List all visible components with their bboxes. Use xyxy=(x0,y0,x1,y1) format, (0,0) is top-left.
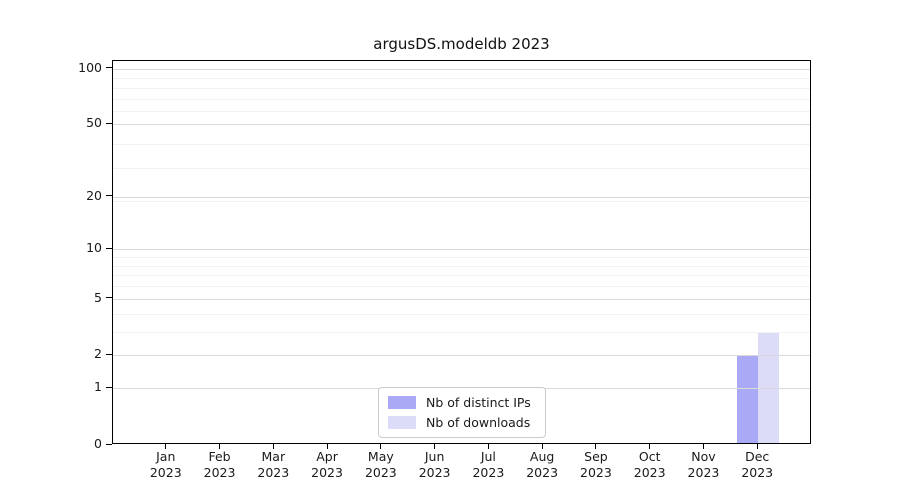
y-tick-label: 20 xyxy=(86,187,102,203)
x-tick-mark xyxy=(595,444,597,449)
x-tick-mark xyxy=(487,444,489,449)
minor-gridline xyxy=(113,167,810,169)
x-tick-label-aug: Aug 2023 xyxy=(510,449,574,481)
month-label: Jul xyxy=(480,449,496,464)
month-label: Apr xyxy=(316,449,338,464)
x-tick-label-dec: Dec 2023 xyxy=(725,449,789,481)
y-tick-label: 100 xyxy=(78,59,102,75)
y-tick-mark xyxy=(106,386,112,388)
year-label: 2023 xyxy=(687,465,720,480)
x-tick-mark xyxy=(649,444,651,449)
minor-gridline xyxy=(113,286,810,288)
month-label: Aug xyxy=(529,449,555,464)
x-tick-mark xyxy=(756,444,758,449)
major-gridline xyxy=(113,196,810,198)
legend-item-downloads: Nb of downloads xyxy=(388,415,531,430)
year-label: 2023 xyxy=(257,465,290,480)
y-tick-label: 5 xyxy=(94,289,102,305)
minor-gridline xyxy=(113,200,810,202)
major-gridline xyxy=(113,355,810,357)
major-gridline xyxy=(113,124,810,126)
month-label: Jun xyxy=(424,449,445,464)
y-tick-label: 1 xyxy=(94,379,102,395)
y-tick-mark xyxy=(106,297,112,299)
year-label: 2023 xyxy=(418,465,451,480)
minor-gridline xyxy=(113,275,810,277)
y-tick-mark xyxy=(106,67,112,69)
year-label: 2023 xyxy=(149,465,182,480)
x-tick-label-apr: Apr 2023 xyxy=(295,449,359,481)
year-label: 2023 xyxy=(472,465,505,480)
minor-gridline xyxy=(113,78,810,80)
x-tick-label-may: May 2023 xyxy=(349,449,413,481)
x-tick-mark xyxy=(434,444,436,449)
major-gridline xyxy=(113,68,810,70)
minor-gridline xyxy=(113,313,810,315)
year-label: 2023 xyxy=(633,465,666,480)
x-tick-mark xyxy=(702,444,704,449)
legend-label-distinct-ips: Nb of distinct IPs xyxy=(426,395,531,410)
x-tick-label-oct: Oct 2023 xyxy=(618,449,682,481)
x-tick-label-sep: Sep 2023 xyxy=(564,449,628,481)
legend: Nb of distinct IPs Nb of downloads xyxy=(378,387,546,438)
minor-gridline xyxy=(113,144,810,146)
x-tick-mark xyxy=(380,444,382,449)
year-label: 2023 xyxy=(526,465,559,480)
minor-gridline xyxy=(113,98,810,100)
y-tick-mark xyxy=(106,195,112,197)
x-tick-label-mar: Mar 2023 xyxy=(241,449,305,481)
year-label: 2023 xyxy=(364,465,397,480)
month-label: Jan xyxy=(156,449,176,464)
minor-gridline xyxy=(113,87,810,89)
y-tick-label: 10 xyxy=(86,240,102,256)
legend-item-distinct-ips: Nb of distinct IPs xyxy=(388,395,531,410)
month-label: Mar xyxy=(261,449,286,464)
y-tick-label: 50 xyxy=(86,115,102,131)
year-label: 2023 xyxy=(203,465,236,480)
legend-swatch-downloads xyxy=(388,416,416,429)
month-label: Dec xyxy=(745,449,770,464)
y-tick-label: 2 xyxy=(94,346,102,362)
year-label: 2023 xyxy=(311,465,343,480)
y-tick-mark xyxy=(106,247,112,249)
x-tick-label-jan: Jan 2023 xyxy=(134,449,198,481)
bar-downloads-dec xyxy=(758,331,780,443)
y-tick-label: 0 xyxy=(94,436,102,451)
x-tick-mark xyxy=(165,444,167,449)
plot-area xyxy=(112,60,811,444)
minor-gridline xyxy=(113,265,810,267)
x-tick-label-jul: Jul 2023 xyxy=(456,449,520,481)
minor-gridline xyxy=(113,331,810,333)
year-label: 2023 xyxy=(580,465,612,480)
minor-gridline xyxy=(113,257,810,259)
x-tick-mark xyxy=(326,444,328,449)
x-tick-label-feb: Feb 2023 xyxy=(188,449,252,481)
y-tick-mark xyxy=(106,443,112,445)
x-tick-mark xyxy=(272,444,274,449)
chart-title: argusDS.modeldb 2023 xyxy=(373,35,550,53)
year-label: 2023 xyxy=(741,465,774,480)
legend-swatch-distinct-ips xyxy=(388,396,416,409)
x-tick-mark xyxy=(541,444,543,449)
month-label: May xyxy=(367,449,394,464)
x-tick-label-nov: Nov 2023 xyxy=(671,449,735,481)
y-tick-mark xyxy=(106,122,112,124)
month-label: Feb xyxy=(208,449,231,464)
month-label: Nov xyxy=(691,449,716,464)
major-gridline xyxy=(113,298,810,300)
major-gridline xyxy=(113,249,810,251)
x-tick-label-jun: Jun 2023 xyxy=(403,449,467,481)
y-tick-mark xyxy=(106,353,112,355)
x-tick-mark xyxy=(219,444,221,449)
month-label: Oct xyxy=(638,449,661,464)
bar-distinct-ips-dec xyxy=(737,355,759,443)
legend-label-downloads: Nb of downloads xyxy=(426,415,531,430)
month-label: Sep xyxy=(584,449,608,464)
minor-gridline xyxy=(113,111,810,113)
